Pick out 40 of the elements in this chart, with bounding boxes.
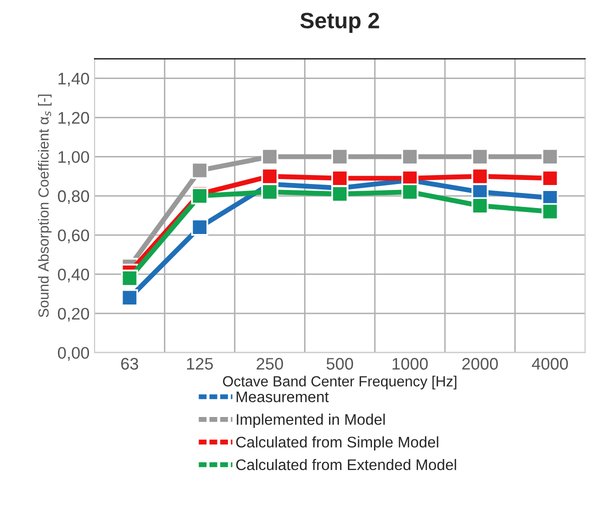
y-tick-label: 1,40: [58, 72, 90, 87]
point: [121, 289, 138, 306]
x-tick-label: 500: [326, 358, 354, 370]
point: [261, 148, 278, 166]
point: [472, 197, 488, 214]
y-tick-label: 0,60: [58, 229, 90, 244]
y-axis-title: Sound Absorption Coefficient α$_{s}$ [-]: [38, 94, 52, 318]
x-tick-label: 250: [256, 358, 284, 370]
legend-label: Calculated from Extended Model: [236, 458, 456, 470]
point: [261, 183, 278, 200]
x-tick-label: 2000: [462, 358, 498, 370]
x-tick-label: 4000: [532, 358, 568, 370]
x-tick-label: 125: [187, 358, 213, 370]
point: [401, 148, 418, 166]
point: [472, 168, 488, 185]
point: [401, 183, 418, 200]
point: [542, 170, 559, 187]
point: [542, 148, 559, 166]
y-tick-label: 0,00: [58, 346, 90, 361]
legend-label: Calculated from Simple Model: [236, 436, 438, 451]
point: [472, 148, 488, 166]
x-axis-title: Octave Band Center Frequency [Hz]: [222, 376, 456, 390]
x-tick-label: 63: [121, 358, 138, 370]
legend-label: Measurement: [236, 392, 329, 402]
legend-label: Implemented in Model: [236, 414, 385, 428]
point: [331, 185, 348, 202]
point: [542, 203, 559, 220]
point: [191, 162, 208, 179]
y-tick-label: 1,20: [58, 112, 90, 126]
x-tick-label: 1000: [392, 358, 428, 370]
chart-title: Setup 2: [300, 12, 380, 33]
y-tick-label: 1,00: [58, 151, 90, 165]
y-tick-label: 0,40: [58, 268, 90, 282]
point: [331, 170, 348, 187]
y-tick-label: 0,80: [58, 190, 90, 204]
point: [191, 218, 208, 236]
point: [121, 270, 138, 287]
y-tick-label: 0,20: [58, 308, 90, 322]
point: [261, 168, 278, 185]
point: [331, 148, 348, 166]
